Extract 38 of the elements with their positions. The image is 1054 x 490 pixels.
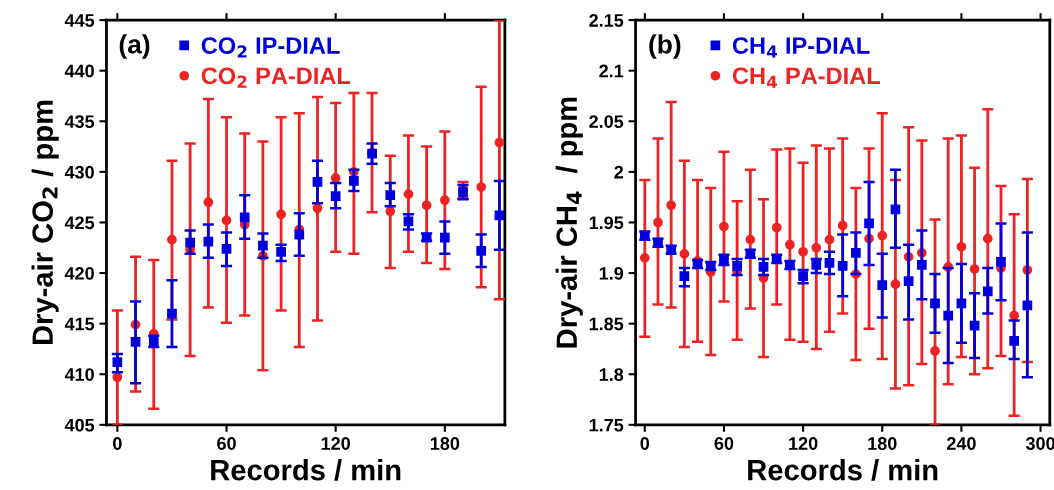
x-tick-label: 0 [113, 437, 122, 450]
x-tick-label: 240 [946, 437, 976, 450]
legend-label: CH$_{4}$ PA-DIAL [732, 67, 880, 88]
x-axis-title: Records / min [211, 459, 401, 481]
y-tick-label: 1.9 [599, 266, 624, 280]
x-tick-label: 60 [714, 437, 734, 450]
y-tick-label: 420 [64, 266, 94, 280]
x-tick-label: 180 [430, 437, 460, 450]
legend-label: CH$_{4}$ IP-DIAL [732, 37, 870, 58]
y-tick-label: 410 [64, 368, 94, 381]
y-axis-title: Dry-air CH$_{4}$ / ppm [555, 97, 583, 348]
y-tick-label: 435 [64, 115, 95, 129]
y-tick-label: 2.1 [599, 64, 624, 78]
y-tick-label: 2.15 [589, 14, 624, 27]
legend-label: CO$_{2}$ PA-DIAL [201, 67, 351, 88]
y-tick-label: 430 [64, 165, 94, 179]
y-tick-label: 425 [64, 216, 95, 230]
y-tick-label: 1.85 [589, 317, 624, 331]
x-tick-label: 120 [321, 437, 350, 450]
legend-label: CO$_{2}$ IP-DIAL [201, 37, 340, 58]
x-tick-label: 60 [217, 437, 236, 450]
y-tick-label: 415 [64, 317, 95, 331]
x-tick-label: 0 [640, 437, 650, 450]
y-tick-label: 2 [614, 165, 624, 179]
y-tick-label: 1.95 [589, 216, 624, 230]
y-tick-label: 405 [64, 418, 95, 432]
x-tick-label: 120 [789, 437, 818, 450]
x-tick-label: 180 [868, 437, 897, 450]
annotation: (a) [119, 34, 150, 59]
annotation: (b) [649, 34, 681, 59]
y-tick-label: 445 [64, 14, 95, 27]
x-tick-label: 300 [1025, 437, 1054, 450]
y-tick-label: 440 [64, 64, 94, 78]
x-axis-title: Records / min [748, 459, 938, 481]
y-tick-label: 2.05 [589, 115, 624, 128]
y-axis-title: Dry-air CO$_{2}$ / ppm [31, 100, 59, 345]
y-tick-label: 1.8 [599, 368, 624, 381]
y-tick-label: 1.75 [589, 418, 624, 432]
